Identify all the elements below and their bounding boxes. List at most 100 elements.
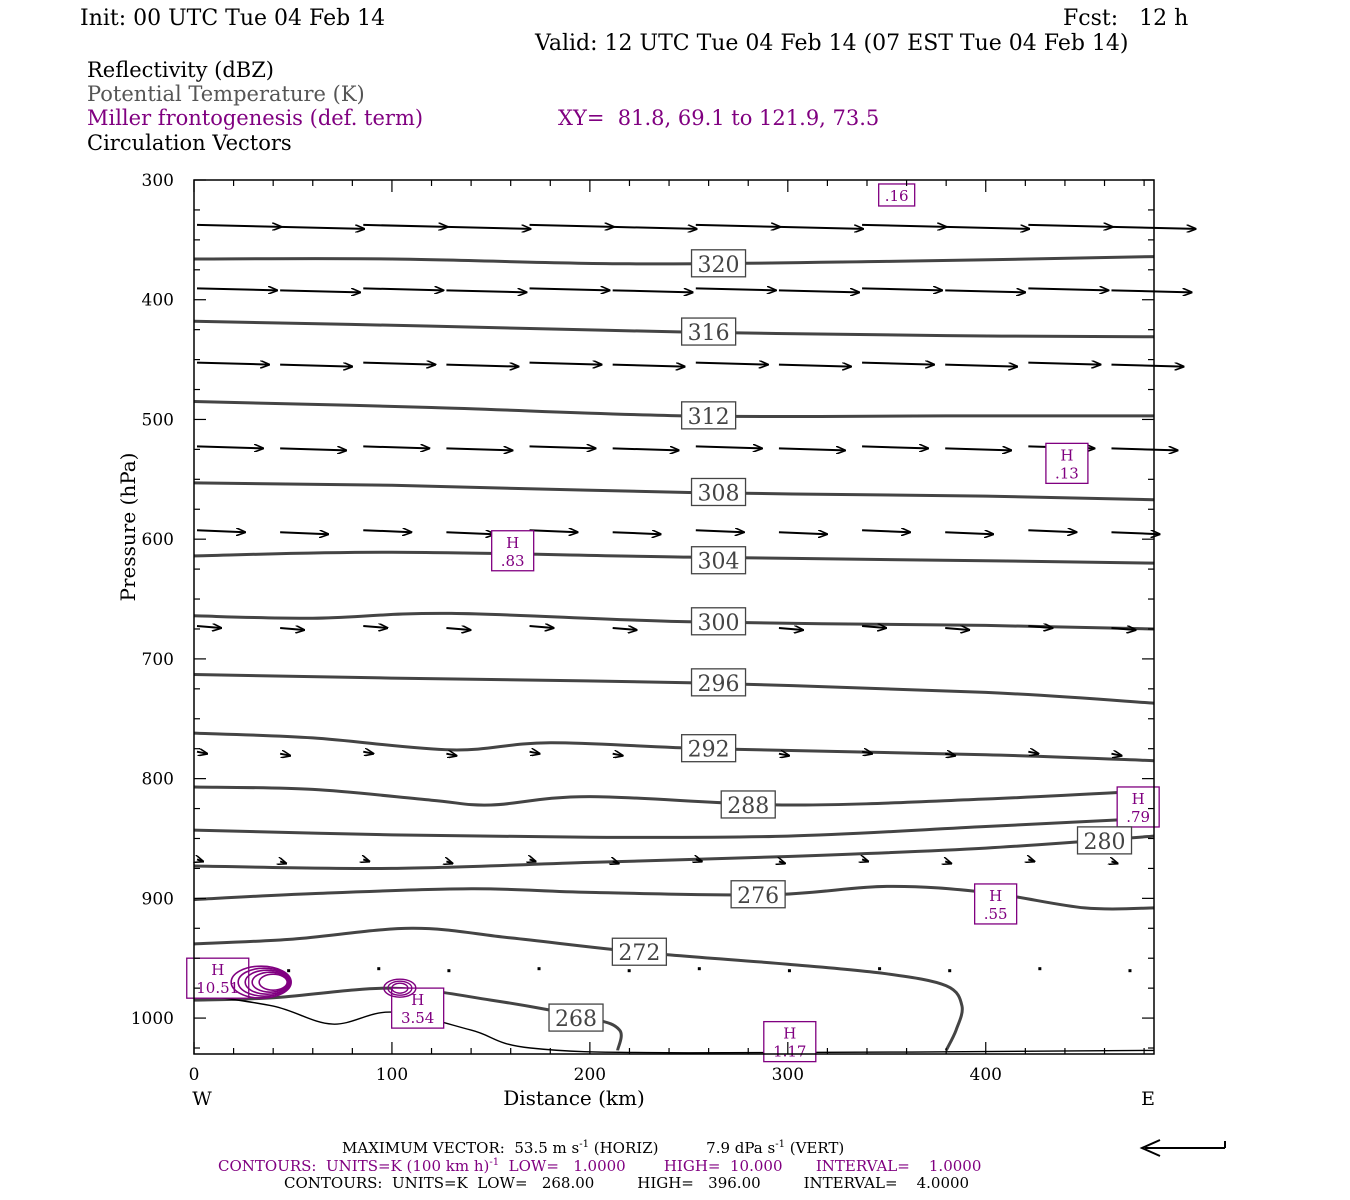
circulation-vector (1111, 365, 1183, 367)
circulation-vector (612, 754, 623, 756)
theta-label-box (680, 317, 737, 346)
theta-contour-308 (193, 481, 1155, 502)
circulation-vector (1028, 363, 1100, 365)
circulation-vector (280, 448, 346, 450)
circulation-vector (1111, 861, 1117, 863)
circulation-vector (1111, 532, 1159, 534)
theta-contour-288 (193, 785, 1155, 807)
fronto-contour (230, 965, 292, 999)
theta-contour-296 (193, 673, 1155, 705)
circulation-vector (1111, 290, 1191, 292)
fronto-max-value: 1.17 (773, 1043, 806, 1061)
fronto-max-letter: H (411, 991, 424, 1009)
circulation-vector (613, 861, 619, 863)
circulation-vector (196, 225, 281, 227)
circulation-vector (862, 288, 942, 290)
fronto-label-box (878, 183, 916, 207)
circulation-vector (287, 969, 291, 973)
y-tick-label: 400 (142, 291, 174, 311)
theta-contour-316 (193, 319, 1155, 339)
fronto-contour (237, 967, 291, 997)
circulation-vector (945, 754, 955, 756)
circulation-vector (695, 363, 768, 365)
y-axis-title: Pressure (hPa) (116, 453, 140, 602)
fronto-max-value: .13 (1055, 464, 1079, 482)
circulation-vector (778, 227, 863, 229)
circulation-vector (446, 448, 512, 450)
legend-theta: Potential Temperature (K) (87, 82, 365, 106)
x-west-label: W (192, 1088, 212, 1110)
y-tick-label: 800 (142, 770, 174, 790)
fronto-max-box (1045, 442, 1089, 485)
circulation-vector (363, 752, 373, 754)
theta-label-box (720, 790, 776, 819)
circulation-vector (446, 365, 518, 367)
fronto-max-value: 10.51 (196, 979, 239, 997)
circulation-vector (778, 365, 851, 367)
circulation-vector (787, 969, 791, 973)
circulation-vector (695, 225, 780, 227)
theta-contour-292 (193, 731, 1155, 763)
circulation-vector (1028, 288, 1108, 290)
fronto-contour (251, 971, 289, 993)
legend-reflectivity: Reflectivity (dBZ) (87, 58, 275, 82)
circulation-vector (446, 227, 530, 229)
circulation-vector (446, 754, 456, 756)
circulation-vector (529, 288, 610, 290)
circulation-vector (529, 363, 602, 365)
circulation-vector (945, 861, 951, 863)
valid-time: Valid: 12 UTC Tue 04 Feb 14 (07 EST Tue … (535, 31, 1129, 56)
circulation-vector (1028, 752, 1038, 754)
circulation-vector (695, 446, 762, 448)
circulation-vector (862, 530, 910, 532)
circulation-vector (196, 363, 269, 365)
theta-label-box (690, 249, 747, 278)
circulation-vector (697, 967, 701, 971)
circulation-vector (363, 446, 429, 448)
contours-fronto-text: CONTOURS: UNITS=K (100 km h)-1 LOW= 1.00… (218, 1157, 982, 1175)
theta-label: 296 (698, 672, 740, 697)
circulation-vector (529, 626, 554, 628)
circulation-vector (861, 626, 886, 628)
circulation-vector (280, 861, 286, 863)
circulation-vector (529, 225, 614, 227)
circulation-vector (280, 365, 352, 367)
forecast-hour: Fcst: 12 h (1063, 6, 1189, 31)
y-tick-label: 700 (142, 650, 174, 670)
circulation-vector (529, 446, 596, 448)
circulation-vector (279, 754, 290, 756)
theta-label-box (1076, 826, 1133, 855)
theta-label-box (680, 734, 737, 763)
circulation-vector (862, 859, 868, 861)
theta-label: 276 (737, 884, 779, 909)
fronto-max-box (1116, 786, 1160, 828)
circulation-vector (196, 752, 207, 754)
theta-contour-300 (193, 611, 1155, 631)
circulation-vector (945, 290, 1025, 292)
init-time: Init: 00 UTC Tue 04 Feb 14 (80, 6, 386, 31)
circulation-vector (1038, 967, 1042, 971)
circulation-vector (945, 532, 993, 534)
circulation-vector (1028, 859, 1034, 861)
theta-label: 304 (698, 550, 740, 575)
circulation-vector (446, 532, 494, 534)
circulation-vector (280, 628, 304, 630)
circulation-vector (1028, 225, 1112, 227)
circulation-vector (612, 227, 697, 229)
theta-label-box (690, 607, 747, 636)
max-vector-text: MAXIMUM VECTOR: 53.5 m s-1 (HORIZ) 7.9 d… (342, 1139, 845, 1157)
circulation-vector (363, 363, 435, 365)
y-tick-label: 600 (142, 530, 174, 550)
circulation-vector (861, 752, 872, 754)
theta-contour-268 (193, 986, 623, 1051)
circulation-vector (280, 532, 328, 534)
theta-contour-280 (193, 816, 1155, 839)
circulation-vector (862, 225, 946, 227)
theta-label: 320 (698, 253, 740, 278)
circulation-vector (612, 532, 661, 534)
circulation-vector (1111, 628, 1135, 630)
theta-label-box (690, 546, 747, 575)
circulation-vector (1128, 969, 1132, 973)
fronto-max-letter: H (1132, 790, 1145, 808)
